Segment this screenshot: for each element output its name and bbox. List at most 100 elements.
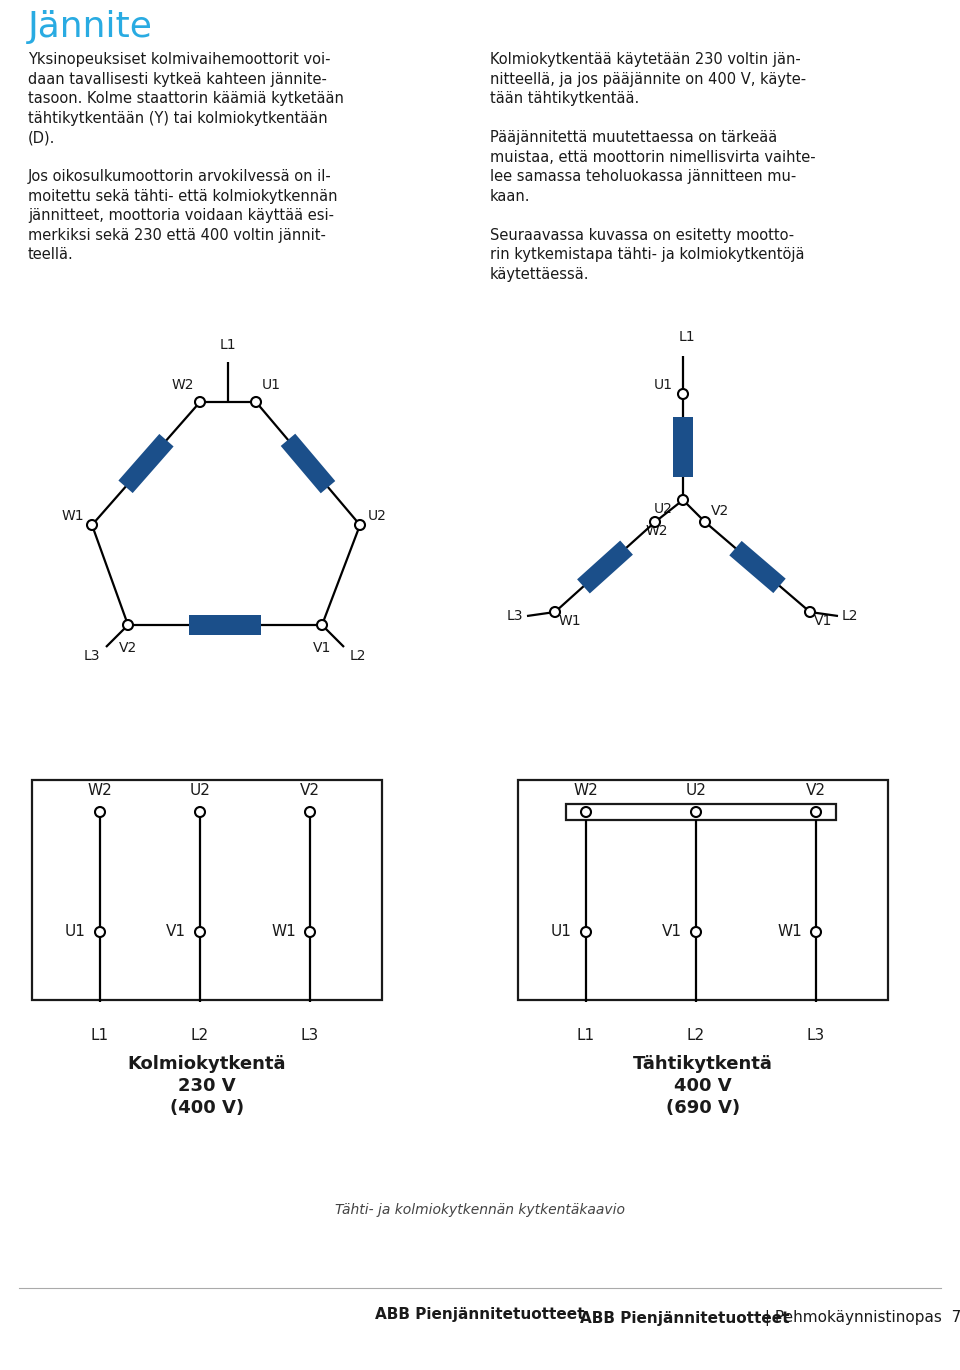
Circle shape — [691, 927, 701, 937]
Circle shape — [581, 807, 591, 817]
Circle shape — [811, 927, 821, 937]
Text: ABB Pienjännitetuotteet: ABB Pienjännitetuotteet — [375, 1307, 585, 1322]
Text: L1: L1 — [91, 1028, 109, 1043]
Circle shape — [95, 807, 105, 817]
Text: V1: V1 — [662, 925, 682, 940]
Text: Pääjännitettä muutettaessa on tärkeää: Pääjännitettä muutettaessa on tärkeää — [490, 130, 778, 145]
Text: Kolmiokytkentää käytetään 230 voltin jän-: Kolmiokytkentää käytetään 230 voltin jän… — [490, 52, 801, 67]
Text: L1: L1 — [577, 1028, 595, 1043]
Bar — [118, 434, 174, 493]
Text: 230 V: 230 V — [179, 1077, 236, 1095]
Text: U1: U1 — [551, 925, 572, 940]
Bar — [32, 780, 382, 1000]
Text: L2: L2 — [191, 1028, 209, 1043]
Text: rin kytkemistapa tähti- ja kolmiokytkentöjä: rin kytkemistapa tähti- ja kolmiokytkent… — [490, 247, 804, 262]
Circle shape — [355, 521, 365, 530]
Text: käytettäessä.: käytettäessä. — [490, 267, 589, 281]
Circle shape — [305, 807, 315, 817]
Text: nitteellä, ja jos pääjännite on 400 V, käyte-: nitteellä, ja jos pääjännite on 400 V, k… — [490, 71, 806, 86]
Bar — [280, 434, 335, 493]
Text: teellä.: teellä. — [28, 247, 74, 262]
Text: V1: V1 — [313, 641, 331, 655]
Text: L3: L3 — [300, 1028, 319, 1043]
Text: V1: V1 — [814, 614, 832, 627]
Text: muistaa, että moottorin nimellisvirta vaihte-: muistaa, että moottorin nimellisvirta va… — [490, 149, 816, 164]
Text: Tähti- ja kolmiokytkennän kytkentäkaavio: Tähti- ja kolmiokytkennän kytkentäkaavio — [335, 1203, 625, 1217]
Bar — [189, 615, 261, 636]
Text: L2: L2 — [350, 649, 367, 663]
Text: (690 V): (690 V) — [666, 1099, 740, 1117]
Text: Yksinopeuksiset kolmivaihemoottorit voi-: Yksinopeuksiset kolmivaihemoottorit voi- — [28, 52, 330, 67]
Text: (400 V): (400 V) — [170, 1099, 244, 1117]
Circle shape — [678, 495, 688, 506]
Text: W1: W1 — [272, 925, 296, 940]
Text: U2: U2 — [189, 784, 210, 797]
Text: U2: U2 — [685, 784, 707, 797]
Text: W1: W1 — [61, 510, 84, 523]
Text: L3: L3 — [507, 610, 523, 623]
Text: 400 V: 400 V — [674, 1077, 732, 1095]
Text: tään tähtikytkentää.: tään tähtikytkentää. — [490, 90, 639, 105]
Circle shape — [581, 927, 591, 937]
Text: V1: V1 — [166, 925, 186, 940]
Text: kaan.: kaan. — [490, 189, 531, 204]
Circle shape — [317, 621, 327, 630]
Text: U2: U2 — [654, 501, 673, 516]
Text: W2: W2 — [87, 784, 112, 797]
Text: merkiksi sekä 230 että 400 voltin jännit-: merkiksi sekä 230 että 400 voltin jännit… — [28, 227, 325, 242]
Text: moitettu sekä tähti- että kolmiokytkennän: moitettu sekä tähti- että kolmiokytkennä… — [28, 189, 338, 204]
Text: L1: L1 — [679, 330, 695, 344]
Text: W2: W2 — [646, 523, 668, 538]
Text: V2: V2 — [119, 641, 137, 655]
Bar — [518, 780, 888, 1000]
Circle shape — [805, 607, 815, 616]
Text: Jos oikosulkumoottorin arvokilvessä on il-: Jos oikosulkumoottorin arvokilvessä on i… — [28, 169, 332, 184]
Bar — [730, 541, 785, 593]
Circle shape — [678, 389, 688, 399]
Circle shape — [251, 397, 261, 407]
Circle shape — [691, 807, 701, 817]
Text: jännitteet, moottoria voidaan käyttää esi-: jännitteet, moottoria voidaan käyttää es… — [28, 208, 334, 223]
Text: U1: U1 — [654, 378, 673, 392]
Bar — [577, 541, 633, 593]
Text: (D).: (D). — [28, 130, 56, 145]
Text: W2: W2 — [172, 378, 194, 392]
Text: U1: U1 — [262, 378, 281, 392]
Text: U2: U2 — [368, 510, 387, 523]
Circle shape — [195, 397, 205, 407]
Circle shape — [650, 516, 660, 527]
Circle shape — [700, 516, 710, 527]
Circle shape — [195, 807, 205, 817]
Text: daan tavallisesti kytkeä kahteen jännite-: daan tavallisesti kytkeä kahteen jännite… — [28, 71, 326, 86]
Bar — [673, 416, 693, 477]
Circle shape — [195, 927, 205, 937]
Text: lee samassa teholuokassa jännitteen mu-: lee samassa teholuokassa jännitteen mu- — [490, 169, 796, 184]
Text: V2: V2 — [806, 784, 826, 797]
Text: tasoon. Kolme staattorin käämiä kytketään: tasoon. Kolme staattorin käämiä kytketää… — [28, 90, 344, 105]
Circle shape — [123, 621, 133, 630]
Circle shape — [305, 927, 315, 937]
Bar — [566, 804, 836, 821]
Circle shape — [95, 927, 105, 937]
Circle shape — [550, 607, 560, 616]
Circle shape — [811, 807, 821, 817]
Text: Tähtikytkentä: Tähtikytkentä — [633, 1055, 773, 1073]
Text: L3: L3 — [84, 649, 100, 663]
Text: ABB Pienjännitetuotteet: ABB Pienjännitetuotteet — [580, 1311, 789, 1326]
Text: V2: V2 — [300, 784, 320, 797]
Text: V2: V2 — [711, 504, 730, 518]
Text: L2: L2 — [842, 610, 858, 623]
Text: U1: U1 — [65, 925, 86, 940]
Text: L3: L3 — [806, 1028, 826, 1043]
Text: Jännite: Jännite — [28, 10, 153, 44]
Text: L2: L2 — [687, 1028, 705, 1043]
Circle shape — [87, 521, 97, 530]
Text: W1: W1 — [559, 614, 582, 627]
Text: | Pehmokäynnistinopas  7: | Pehmokäynnistinopas 7 — [760, 1310, 960, 1326]
Text: tähtikytkentään (Y) tai kolmiokytkentään: tähtikytkentään (Y) tai kolmiokytkentään — [28, 111, 327, 126]
Text: Seuraavassa kuvassa on esitetty mootto-: Seuraavassa kuvassa on esitetty mootto- — [490, 227, 794, 242]
Text: L1: L1 — [220, 338, 236, 352]
Text: W1: W1 — [778, 925, 802, 940]
Text: W2: W2 — [574, 784, 598, 797]
Text: Kolmiokytkentä: Kolmiokytkentä — [128, 1055, 286, 1073]
